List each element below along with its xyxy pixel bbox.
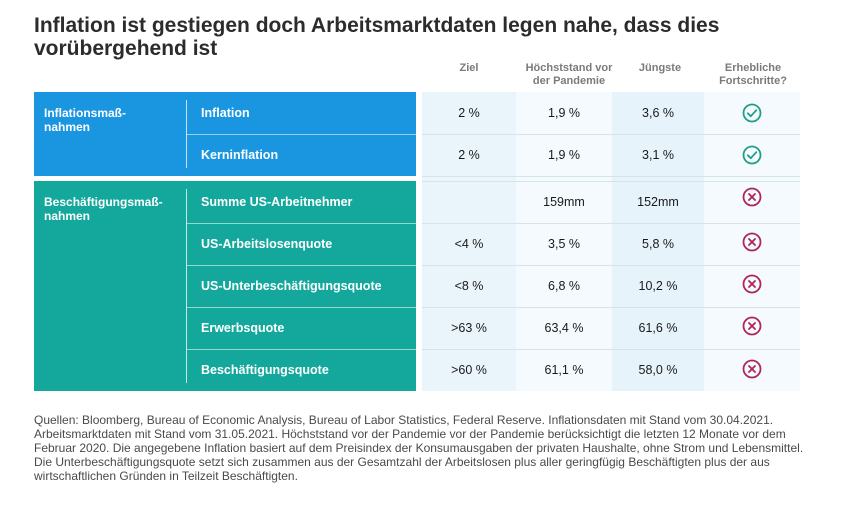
row-label-employment-rate: Beschäftigungsquote — [201, 363, 329, 377]
row-label-unemployment: US-Arbeitslosenquote — [201, 237, 333, 251]
row-label-total-workers: Summe US-Arbeitnehmer — [201, 195, 353, 209]
x-circle-icon — [742, 232, 762, 252]
row-separator — [186, 307, 416, 308]
section-label-inflation: Inflationsmaß-nahmen — [44, 106, 127, 134]
cell-peak: 1,9 % — [548, 148, 580, 162]
x-circle-icon — [742, 187, 762, 207]
check-icon — [742, 103, 762, 123]
footnote-sources: Quellen: Bloomberg, Bureau of Economic A… — [34, 413, 804, 483]
x-circle-icon — [742, 316, 762, 336]
cell-latest: 58,0 % — [638, 363, 678, 377]
cell-latest: 152mm — [637, 195, 679, 209]
cell-peak: 1,9 % — [548, 106, 580, 120]
cell-latest: 61,6 % — [638, 321, 678, 335]
cell-latest: 5,8 % — [642, 237, 674, 251]
row-separator — [422, 223, 800, 224]
cell-peak: 6,8 % — [548, 279, 580, 293]
cell-target: >60 % — [451, 363, 487, 377]
x-circle-icon — [742, 359, 762, 379]
cell-peak: 61,1 % — [544, 363, 584, 377]
cell-target: <8 % — [454, 279, 484, 293]
row-separator — [422, 349, 800, 350]
row-separator — [186, 349, 416, 350]
section-label-employment: Beschäftigungsmaß-nahmen — [44, 195, 163, 223]
cell-latest: 3,1 % — [642, 148, 674, 162]
row-separator — [422, 265, 800, 266]
section-employment: Beschäftigungsmaß-nahmen Summe US-Arbeit… — [34, 181, 416, 391]
cell-target: 2 % — [458, 148, 480, 162]
page-title: Inflation ist gestiegen doch Arbeitsmark… — [34, 14, 720, 60]
column-header-latest: Jüngste — [638, 62, 682, 74]
column-header-progress: Erhebliche Fortschritte? — [719, 62, 787, 87]
row-separator — [422, 307, 800, 308]
cell-target: 2 % — [458, 106, 480, 120]
row-separator — [186, 265, 416, 266]
row-separator — [422, 181, 800, 182]
cell-latest: 10,2 % — [638, 279, 678, 293]
cell-latest: 3,6 % — [642, 106, 674, 120]
check-icon — [742, 145, 762, 165]
cell-peak: 63,4 % — [544, 321, 584, 335]
section-inflation: Inflationsmaß-nahmen Inflation Kerninfla… — [34, 92, 416, 176]
row-separator — [422, 134, 800, 135]
row-label-underemployment: US-Unterbeschäftigungsquote — [201, 279, 382, 293]
cell-target: >63 % — [451, 321, 487, 335]
x-circle-icon — [742, 274, 762, 294]
row-separator — [422, 176, 800, 177]
row-separator — [186, 223, 416, 224]
row-separator — [186, 134, 416, 135]
column-band-peak — [516, 92, 612, 391]
row-label-core-inflation: Kerninflation — [201, 148, 279, 162]
column-header-peak: Höchststand vor der Pandemie — [525, 62, 613, 87]
cell-peak: 159mm — [543, 195, 585, 209]
column-header-target: Ziel — [459, 62, 479, 74]
section-divider — [186, 189, 187, 383]
column-band-target — [422, 92, 516, 391]
cell-target: <4 % — [454, 237, 484, 251]
row-label-participation: Erwerbsquote — [201, 321, 285, 335]
cell-peak: 3,5 % — [548, 237, 580, 251]
row-label-inflation: Inflation — [201, 106, 250, 120]
column-band-latest — [612, 92, 704, 391]
